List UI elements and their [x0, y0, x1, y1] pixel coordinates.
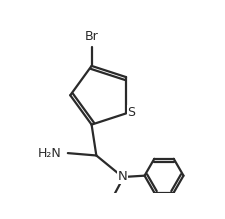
Text: H₂N: H₂N [38, 147, 62, 160]
Text: Br: Br [84, 30, 98, 43]
Text: N: N [117, 170, 127, 183]
Text: S: S [127, 106, 135, 119]
